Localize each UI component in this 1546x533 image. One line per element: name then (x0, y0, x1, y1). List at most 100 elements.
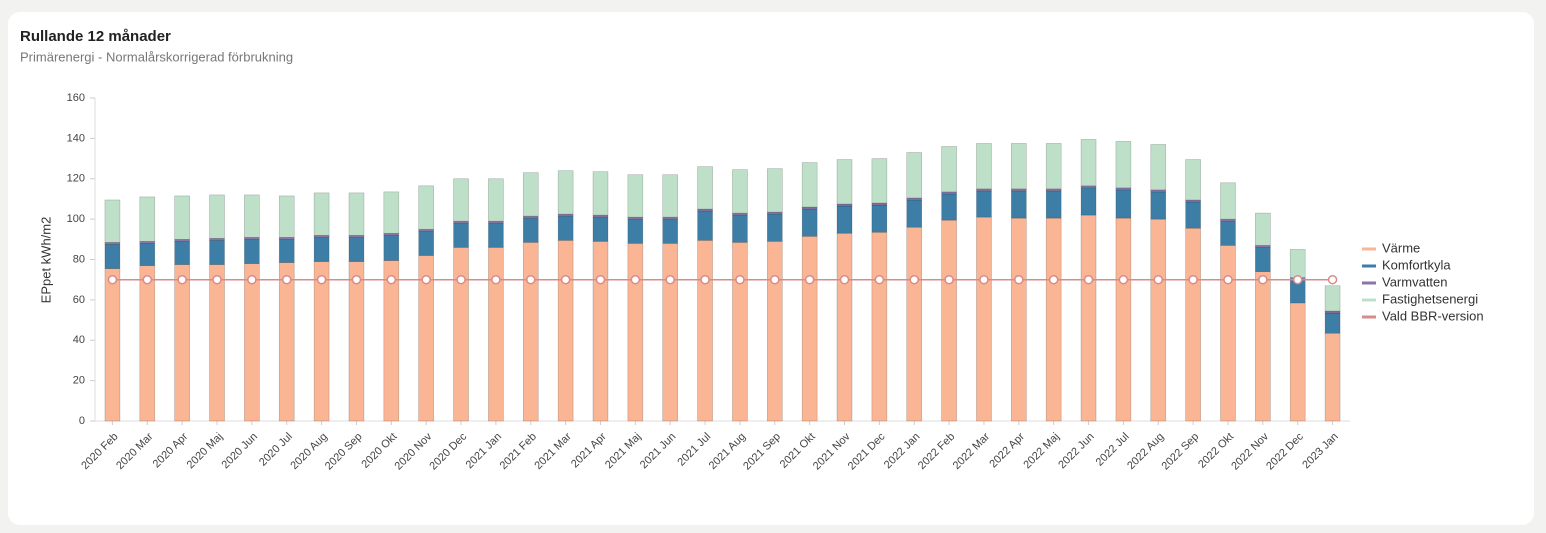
bar-segment (104, 268, 121, 422)
bar-segment (348, 261, 365, 422)
bar-segment (488, 178, 504, 222)
bar-segment (348, 236, 365, 262)
line-point (1118, 274, 1129, 285)
bar-segment (941, 193, 957, 221)
bar-segment (976, 190, 992, 218)
bar-segment (383, 191, 400, 234)
bar-segment (941, 219, 957, 422)
bar-segment (557, 170, 574, 215)
bar-segment (522, 242, 539, 422)
bar-segment (976, 216, 992, 422)
y-tick-label: 80 (73, 253, 85, 265)
bar-segment (174, 241, 190, 265)
line-point (1153, 274, 1164, 285)
line-point (665, 274, 675, 285)
bar-segment (522, 217, 539, 243)
bar-segment (697, 210, 713, 241)
line-point (491, 274, 501, 285)
y-tick-label: 40 (73, 334, 85, 346)
bar-segment (1045, 217, 1062, 422)
bar-segment (662, 243, 679, 422)
line-point (107, 274, 118, 285)
line-point (421, 274, 431, 285)
line-point (804, 274, 815, 285)
bar-segment (941, 146, 957, 193)
bar-segment (313, 236, 330, 262)
line-point (839, 274, 850, 285)
bar-segment (418, 228, 434, 232)
bar-segment (278, 262, 295, 422)
x-tick-label: 2020 Mar (114, 430, 156, 472)
bar-segment (488, 247, 504, 422)
x-tick-label: 2021 Mar (532, 430, 574, 472)
bar-segment (104, 199, 121, 243)
line-point (944, 274, 954, 285)
y-tick-label: 0 (79, 415, 85, 427)
line-point (142, 274, 153, 285)
bar-segment (1115, 217, 1132, 422)
bar-segment (871, 202, 888, 206)
bar-segment (662, 218, 679, 244)
bar-segment (1220, 220, 1236, 246)
bar-segment (453, 222, 469, 248)
line-point (630, 274, 641, 285)
x-tick-label: 2021 Jun (638, 431, 678, 471)
y-tick-label: 20 (73, 375, 85, 387)
bar-segment (801, 206, 818, 210)
x-tick-label: 2022 Sep (1160, 431, 1202, 473)
bar-segment (1011, 217, 1027, 422)
bar-segment (1289, 302, 1306, 422)
bar-segment (1115, 189, 1132, 219)
y-tick-label: 100 (67, 213, 85, 225)
bar-segment (697, 240, 713, 422)
line-point (247, 274, 257, 285)
line-point (316, 274, 327, 285)
bar-segment (1255, 212, 1271, 246)
x-tick-label: 2023 Jan (1300, 431, 1340, 471)
bar-segment (766, 168, 783, 213)
bar-segment (174, 239, 190, 242)
line-point (1048, 274, 1059, 285)
bar-segment (418, 230, 434, 256)
bar-segment (1011, 188, 1027, 192)
legend-label: Värme (1382, 240, 1420, 255)
legend-label: Komfortkyla (1382, 257, 1451, 272)
bar-segment (906, 152, 923, 199)
bar-segment (383, 260, 400, 422)
bar-segment (732, 169, 748, 214)
bar-segment (627, 174, 644, 218)
bar-segment (836, 232, 853, 422)
bar-segment (976, 188, 992, 192)
bar-segment (139, 265, 156, 422)
bar-segment (592, 171, 609, 216)
bar-segment (766, 211, 783, 215)
bar-segment (244, 239, 260, 264)
bar-segment (139, 243, 156, 266)
bar-segment (488, 220, 504, 224)
bar-segment (1324, 310, 1341, 314)
bar-segment (1185, 201, 1201, 229)
bar-segment (174, 195, 190, 240)
bar-segment (1080, 214, 1097, 422)
bar-segment (662, 216, 679, 220)
bar-segment (662, 174, 679, 218)
bar-segment (1255, 245, 1271, 248)
line-point (700, 274, 710, 285)
line-point (212, 274, 222, 285)
x-tick-label: 2020 Dec (427, 430, 469, 472)
x-tick-label: 2021 Maj (603, 431, 643, 471)
bar-segment (906, 199, 923, 228)
bar-segment (1080, 185, 1097, 189)
bar-segment (801, 208, 818, 237)
x-tick-label: 2020 Maj (185, 431, 225, 471)
bar-segment (453, 178, 469, 222)
bar-segment (1150, 189, 1167, 193)
bar-segment (313, 192, 330, 236)
bar-segment (766, 213, 783, 242)
bar-segment (592, 216, 609, 242)
bar-segment (209, 238, 225, 241)
x-tick-label: 2021 Dec (846, 430, 888, 472)
bar-segment (592, 214, 609, 218)
bar-segment (1080, 139, 1097, 187)
